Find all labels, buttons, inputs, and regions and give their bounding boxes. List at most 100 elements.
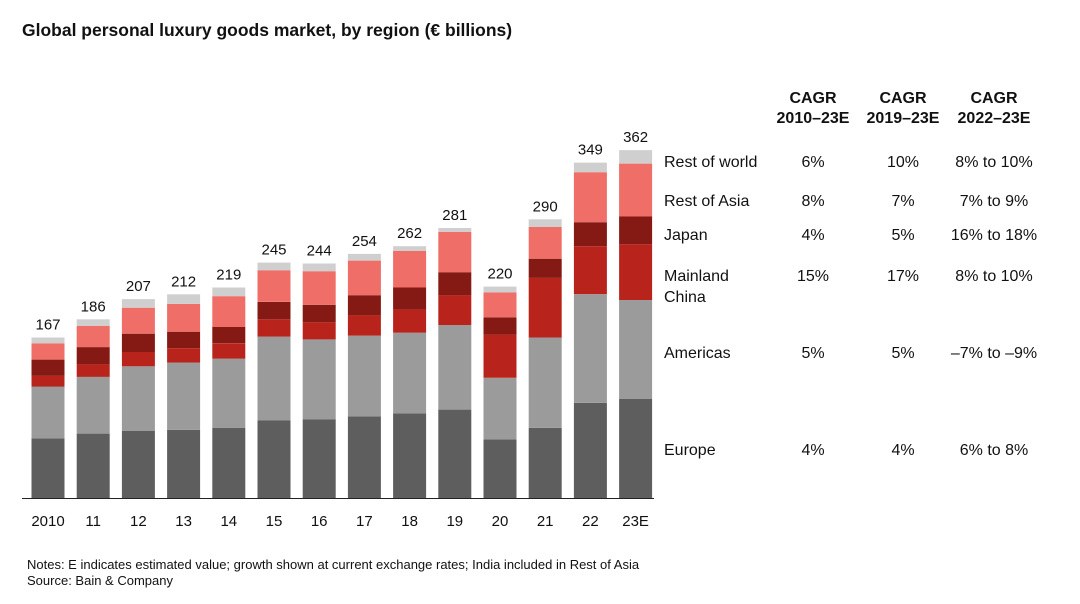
bar-segment-mainland-china-13 xyxy=(167,348,201,363)
cagr-row-label-americas: Americas xyxy=(664,345,731,362)
bar-segment-americas-13 xyxy=(167,362,201,430)
bar-segment-mainland-china-21 xyxy=(528,277,562,338)
bar-segment-rest-of-asia-20 xyxy=(483,292,517,318)
total-label-16: 244 xyxy=(307,243,332,260)
x-tick-label-23e: 23E xyxy=(622,513,649,530)
cagr-value: 6% to 8% xyxy=(959,442,1029,459)
bar-segment-rest-of-world-15 xyxy=(257,262,291,271)
bar-segment-europe-22 xyxy=(573,402,607,498)
bar-segment-mainland-china-22 xyxy=(573,246,607,295)
cagr-value: 5% xyxy=(891,227,915,244)
bar-segment-mainland-china-16 xyxy=(302,322,336,340)
total-label-19: 281 xyxy=(442,207,467,224)
x-tick-label-14: 14 xyxy=(220,513,237,530)
x-tick-label-22: 22 xyxy=(582,513,599,530)
bar-segment-europe-15 xyxy=(257,420,291,498)
bar-segment-rest-of-world-2010 xyxy=(31,337,65,344)
bar-segment-americas-12 xyxy=(121,366,155,431)
total-label-11: 186 xyxy=(81,298,106,315)
bar-segment-japan-19 xyxy=(438,272,472,296)
cagr-value: 15% xyxy=(796,268,830,285)
cagr-row-label-europe: Europe xyxy=(664,442,716,459)
bar-segment-rest-of-asia-19 xyxy=(438,231,472,273)
bar-segment-americas-20 xyxy=(483,377,517,440)
bar-segment-rest-of-world-23e xyxy=(619,150,653,164)
bar-segment-mainland-china-14 xyxy=(212,343,246,359)
bar-segment-mainland-china-17 xyxy=(347,315,381,336)
bar-segment-rest-of-world-11 xyxy=(76,319,110,326)
bar-segment-rest-of-world-18 xyxy=(393,246,427,251)
cagr-header-line1: CAGR xyxy=(789,90,837,107)
bar-segment-americas-16 xyxy=(302,339,336,420)
bar-segment-rest-of-asia-14 xyxy=(212,296,246,327)
bar-segment-japan-20 xyxy=(483,317,517,335)
cagr-row-label-rest-of-asia: Rest of Asia xyxy=(664,193,750,210)
bar-segment-europe-14 xyxy=(212,427,246,498)
cagr-header-line2: 2010–23E xyxy=(776,110,850,127)
total-label-23e: 362 xyxy=(623,129,648,146)
bar-segment-europe-12 xyxy=(121,430,155,498)
x-tick-label-17: 17 xyxy=(356,513,373,530)
bar-segment-rest-of-asia-11 xyxy=(76,326,110,348)
bar-segment-europe-11 xyxy=(76,433,110,498)
bar-segment-americas-23e xyxy=(619,300,653,399)
bar-segment-rest-of-asia-16 xyxy=(302,271,336,305)
bar-segment-rest-of-asia-12 xyxy=(121,307,155,334)
bar-segment-americas-22 xyxy=(573,294,607,403)
cagr-row-label-mainland-china: Mainland China xyxy=(664,268,729,306)
bar-segment-rest-of-world-17 xyxy=(347,253,381,261)
footnotes: Notes: E indicates estimated value; grow… xyxy=(27,557,639,589)
bar-segment-rest-of-world-21 xyxy=(528,219,562,227)
bar-segment-japan-12 xyxy=(121,333,155,352)
bar-segment-japan-21 xyxy=(528,258,562,278)
x-tick-label-18: 18 xyxy=(401,513,418,530)
bar-segment-mainland-china-23e xyxy=(619,244,653,300)
bar-segment-americas-14 xyxy=(212,358,246,428)
bar-segment-rest-of-asia-15 xyxy=(257,270,291,302)
cagr-header-line1: CAGR xyxy=(879,90,927,107)
cagr-value: –7% to –9% xyxy=(950,345,1038,362)
total-label-17: 254 xyxy=(352,233,377,250)
bar-segment-mainland-china-15 xyxy=(257,319,291,337)
bar-segment-rest-of-world-12 xyxy=(121,299,155,308)
x-tick-label-21: 21 xyxy=(537,513,554,530)
total-label-15: 245 xyxy=(261,242,286,259)
cagr-value: 6% xyxy=(801,154,825,171)
bar-segment-japan-14 xyxy=(212,326,246,344)
bar-segment-europe-13 xyxy=(167,429,201,498)
bar-segment-rest-of-asia-18 xyxy=(393,251,427,288)
cagr-row-label-japan: Japan xyxy=(664,227,708,244)
total-label-14: 219 xyxy=(216,267,241,284)
x-tick-label-16: 16 xyxy=(311,513,328,530)
total-label-22: 349 xyxy=(578,142,603,159)
bar-segment-americas-18 xyxy=(393,332,427,414)
bar-segment-japan-16 xyxy=(302,304,336,323)
chart-title: Global personal luxury goods market, by … xyxy=(22,20,513,40)
bar-segment-mainland-china-11 xyxy=(76,364,110,377)
bar-segment-rest-of-world-13 xyxy=(167,294,201,304)
total-label-13: 212 xyxy=(171,273,196,290)
cagr-value: 4% xyxy=(801,227,825,244)
cagr-header-2022-23e: CAGR 2022–23E xyxy=(944,89,1044,129)
bar-segment-europe-16 xyxy=(302,419,336,498)
stacked-bar-chart: 167 2010 186 11 207 12 212 13 219 14 245 15 244 16 254… xyxy=(22,129,654,530)
bar-segment-japan-13 xyxy=(167,331,201,348)
bar-segment-americas-11 xyxy=(76,376,110,434)
bar-segment-mainland-china-12 xyxy=(121,351,155,367)
cagr-value: 4% xyxy=(801,442,825,459)
cagr-value: 5% xyxy=(891,345,915,362)
cagr-header-2010-23e: CAGR 2010–23E xyxy=(763,89,863,129)
bar-segment-mainland-china-20 xyxy=(483,334,517,378)
bar-segment-rest-of-world-14 xyxy=(212,287,246,297)
cagr-header-2019-23e: CAGR 2019–23E xyxy=(853,89,953,129)
x-tick-label-15: 15 xyxy=(266,513,283,530)
total-label-12: 207 xyxy=(126,278,151,295)
bar-segment-rest-of-asia-22 xyxy=(573,172,607,223)
cagr-header-line2: 2022–23E xyxy=(957,110,1031,127)
total-label-21: 290 xyxy=(533,198,558,215)
x-tick-label-12: 12 xyxy=(130,513,147,530)
bar-segment-japan-22 xyxy=(573,222,607,247)
notes-line: Notes: E indicates estimated value; grow… xyxy=(27,557,640,572)
x-tick-label-13: 13 xyxy=(175,513,192,530)
bar-segment-rest-of-asia-13 xyxy=(167,303,201,332)
